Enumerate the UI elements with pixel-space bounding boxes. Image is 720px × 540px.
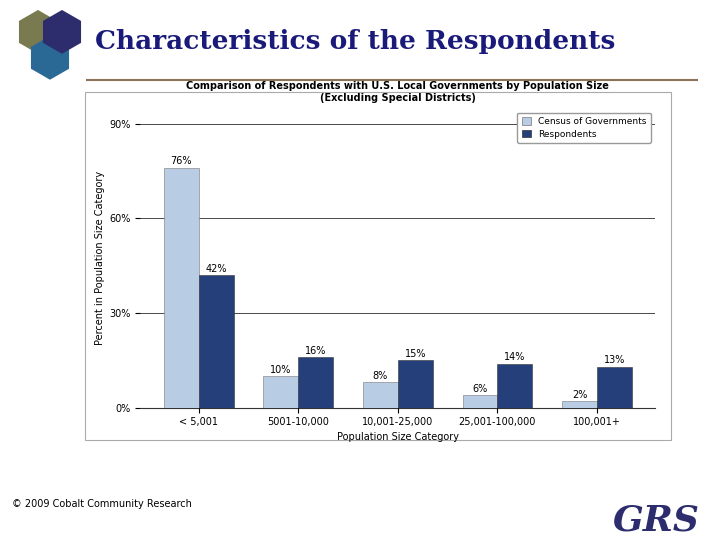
Polygon shape (19, 10, 57, 54)
Legend: Census of Governments, Respondents: Census of Governments, Respondents (517, 112, 651, 143)
Bar (498, 363, 532, 408)
Bar (264, 376, 298, 408)
Text: © 2009 Cobalt Community Research: © 2009 Cobalt Community Research (12, 499, 192, 509)
Bar (363, 382, 397, 408)
Text: GRS: GRS (613, 503, 700, 537)
Bar (562, 401, 597, 408)
Text: 6%: 6% (472, 383, 487, 394)
Bar (597, 367, 632, 408)
Text: 14%: 14% (504, 352, 526, 362)
Text: 16%: 16% (305, 346, 326, 356)
Bar (397, 360, 433, 408)
Bar (462, 395, 498, 408)
Bar (164, 168, 199, 408)
Text: 42%: 42% (205, 264, 227, 274)
Text: 76%: 76% (171, 157, 192, 166)
Polygon shape (31, 36, 69, 80)
Text: 15%: 15% (405, 349, 426, 359)
Bar (199, 275, 233, 408)
X-axis label: Population Size Category: Population Size Category (337, 431, 459, 442)
FancyBboxPatch shape (85, 92, 671, 440)
Text: 8%: 8% (373, 371, 388, 381)
Text: Characteristics of the Respondents: Characteristics of the Respondents (95, 29, 616, 55)
Y-axis label: Percent in Population Size Category: Percent in Population Size Category (95, 171, 105, 345)
Polygon shape (43, 10, 81, 54)
Text: 10%: 10% (270, 364, 292, 375)
Text: 13%: 13% (603, 355, 625, 365)
Text: 2%: 2% (572, 390, 588, 400)
Title: Comparison of Respondents with U.S. Local Governments by Population Size
(Exclud: Comparison of Respondents with U.S. Loca… (186, 82, 609, 103)
Bar (298, 357, 333, 408)
